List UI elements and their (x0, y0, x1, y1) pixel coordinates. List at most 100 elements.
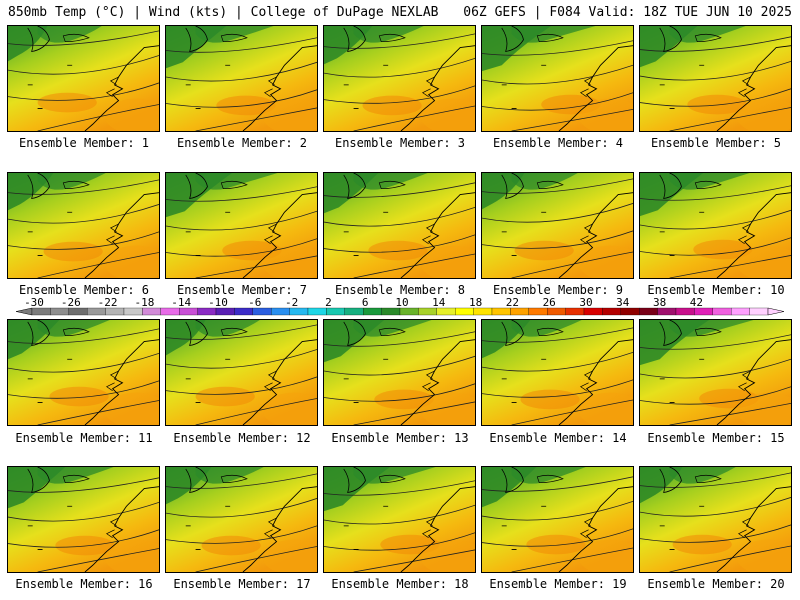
colorbar-swatch (307, 307, 327, 316)
colorbar-swatch (50, 307, 69, 316)
run-valid-time: 06Z GEFS | F084 Valid: 18Z TUE JUN 10 20… (463, 5, 792, 20)
colorbar-swatch (252, 307, 272, 316)
member-map-1 (7, 25, 160, 132)
colorbar-swatch (749, 307, 769, 316)
colorbar-swatch (657, 307, 677, 316)
member-label: Ensemble Member: 15 (647, 431, 785, 445)
colorbar-tick-label: 30 (579, 296, 592, 309)
colorbar-arrow-right (767, 307, 785, 316)
colorbar-swatch (326, 307, 345, 316)
member-map-2 (165, 25, 318, 132)
member-label: Ensemble Member: 10 (647, 283, 785, 297)
colorbar-swatch (639, 307, 658, 316)
member-map-3 (323, 25, 476, 132)
colorbar-swatch (712, 307, 732, 316)
colorbar-swatch (271, 307, 290, 316)
member-label: Ensemble Member: 6 (18, 283, 150, 297)
colorbar-swatch (510, 307, 529, 316)
colorbar-tick-label: -30 (24, 296, 44, 309)
member-map-18 (323, 466, 476, 573)
colorbar-swatch (473, 307, 493, 316)
member-label: Ensemble Member: 18 (331, 577, 469, 591)
member-label: Ensemble Member: 14 (489, 431, 627, 445)
member-label: Ensemble Member: 13 (331, 431, 469, 445)
colorbar-swatch (160, 307, 180, 316)
member-label: Ensemble Member: 3 (334, 136, 466, 150)
colorbar-swatch (399, 307, 419, 316)
colorbar-tick-label: 2 (325, 296, 332, 309)
colorbar-swatch (583, 307, 603, 316)
colorbar-tick-label: -22 (98, 296, 118, 309)
colorbar-swatch (179, 307, 198, 316)
member-label: Ensemble Member: 2 (176, 136, 308, 150)
member-label: Ensemble Member: 7 (176, 283, 308, 297)
colorbar-tick-label: 38 (653, 296, 666, 309)
member-map-15 (639, 319, 792, 426)
member-map-7 (165, 172, 318, 279)
temperature-colorbar: -30 -26 -22 -18 -14 -10 -6 -2 2 6 10 14 18 22 26 30 34 38… (15, 296, 785, 316)
colorbar-swatch (123, 307, 143, 316)
colorbar-tick-label: -26 (61, 296, 81, 309)
colorbar-swatch (528, 307, 548, 316)
colorbar-swatch (87, 307, 106, 316)
colorbar-tick-label: -2 (285, 296, 298, 309)
member-label: Ensemble Member: 5 (650, 136, 782, 150)
member-label: Ensemble Member: 19 (489, 577, 627, 591)
member-map-16 (7, 466, 160, 573)
colorbar-swatch (547, 307, 566, 316)
colorbar-tick-label: 26 (543, 296, 556, 309)
colorbar-swatch (68, 307, 88, 316)
colorbar-tick-label: 22 (506, 296, 519, 309)
member-map-10 (639, 172, 792, 279)
colorbar-swatch (289, 307, 309, 316)
member-map-4 (481, 25, 634, 132)
colorbar-tick-label: 14 (432, 296, 446, 309)
member-map-8 (323, 172, 476, 279)
colorbar-tick-label: 42 (690, 296, 703, 309)
colorbar-tick-label: 34 (616, 296, 630, 309)
colorbar-swatch (344, 307, 364, 316)
colorbar-swatch (234, 307, 253, 316)
member-label: Ensemble Member: 12 (173, 431, 311, 445)
member-map-11 (7, 319, 160, 426)
member-label: Ensemble Member: 8 (334, 283, 466, 297)
colorbar-swatch (381, 307, 401, 316)
colorbar-swatch (142, 307, 161, 316)
colorbar-swatch (565, 307, 585, 316)
colorbar-swatch (694, 307, 713, 316)
colorbar-swatch (455, 307, 474, 316)
member-map-17 (165, 466, 318, 573)
colorbar-swatch (363, 307, 382, 316)
colorbar-swatch (215, 307, 235, 316)
member-label: Ensemble Member: 17 (173, 577, 311, 591)
colorbar-tick-label: -18 (134, 296, 154, 309)
member-map-12 (165, 319, 318, 426)
colorbar-swatch (620, 307, 640, 316)
colorbar-swatch (731, 307, 750, 316)
colorbar-tick-label: 18 (469, 296, 482, 309)
member-map-14 (481, 319, 634, 426)
colorbar-swatch (105, 307, 125, 316)
product-title: 850mb Temp (°C) | Wind (kts) | College o… (8, 5, 439, 20)
colorbar-swatch (491, 307, 511, 316)
member-label: Ensemble Member: 20 (647, 577, 785, 591)
colorbar-tick-label: -6 (248, 296, 261, 309)
colorbar-swatch (436, 307, 456, 316)
colorbar-swatch (31, 307, 51, 316)
colorbar-tick-label: 6 (362, 296, 369, 309)
member-map-19 (481, 466, 634, 573)
colorbar-swatch (197, 307, 217, 316)
member-map-20 (639, 466, 792, 573)
colorbar-swatch (675, 307, 695, 316)
member-label: Ensemble Member: 9 (492, 283, 624, 297)
colorbar-swatch (602, 307, 621, 316)
member-label: Ensemble Member: 1 (18, 136, 150, 150)
member-map-13 (323, 319, 476, 426)
member-map-6 (7, 172, 160, 279)
member-label: Ensemble Member: 16 (15, 577, 153, 591)
colorbar-tick-label: -10 (208, 296, 228, 309)
colorbar-tick-label: -14 (171, 296, 191, 309)
member-label: Ensemble Member: 11 (15, 431, 153, 445)
member-map-5 (639, 25, 792, 132)
colorbar-arrow-left (15, 307, 33, 316)
